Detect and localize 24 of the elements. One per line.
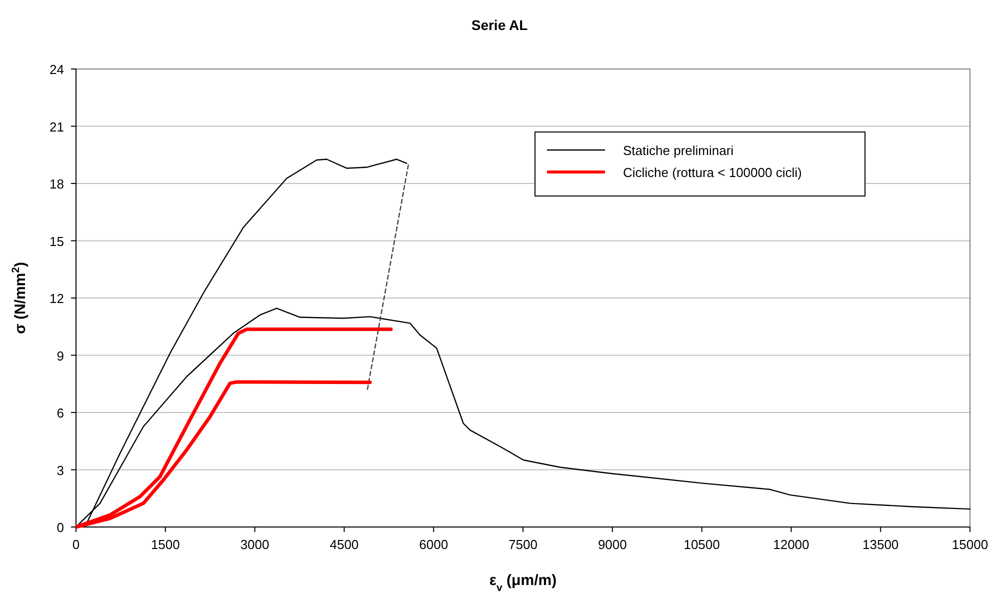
legend-label: Cicliche (rottura < 100000 cicli) (623, 165, 802, 180)
x-axis-title: ε$_{v}$ (μm/m) (489, 572, 557, 594)
y-tick-label: 18 (50, 176, 64, 192)
x-tick-label: 7500 (508, 537, 538, 552)
x-tick-label: 15000 (952, 537, 988, 552)
x-tick-label: 9000 (598, 537, 627, 552)
y-tick-label: 3 (56, 462, 64, 478)
y-tick-label: 21 (50, 119, 64, 134)
legend-label: Statiche preliminari (623, 143, 734, 158)
x-tick-label: 13500 (862, 537, 899, 552)
x-tick-label: 10500 (684, 537, 720, 552)
x-tick-label: 1500 (150, 537, 180, 552)
y-tick-label: 9 (56, 348, 64, 364)
chart-title: Serie AL (471, 17, 528, 33)
x-tick-label: 0 (72, 537, 80, 552)
y-tick-label: 15 (50, 234, 64, 249)
x-tick-label: 6000 (419, 537, 448, 552)
x-tick-label: 12000 (773, 537, 810, 552)
y-tick-label: 24 (50, 62, 64, 77)
y-tick-label: 6 (56, 406, 64, 420)
y-tick-label: 0 (56, 520, 64, 535)
x-tick-label: 4500 (330, 537, 359, 552)
x-tick-label: 3000 (240, 537, 270, 552)
y-tick-label: 12 (50, 291, 64, 306)
